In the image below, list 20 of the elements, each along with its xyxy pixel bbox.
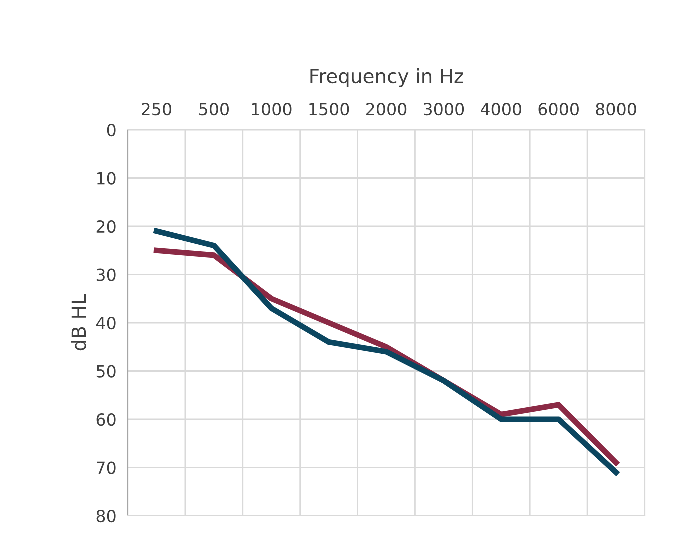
y-tick-label: 40 [96,316,116,330]
y-axis-title: dB HL [71,294,86,351]
x-tick-label: 4000 [480,103,522,116]
x-tick-label: 250 [142,103,172,116]
y-tick-label: 60 [96,413,116,426]
x-tick-label: 1000 [252,103,292,116]
y-tick-label: 30 [96,268,116,282]
x-tick-label: 6000 [538,103,579,116]
y-tick-label: 10 [98,172,116,185]
y-tick-label: 20 [96,220,116,234]
y-tick-label: 80 [96,510,116,523]
x-tick-label: 3000 [424,103,464,116]
x-tick-label: 2000 [366,103,407,116]
y-tick-label: 0 [107,124,116,137]
x-tick-label: 500 [200,103,229,116]
y-tick-label: 50 [96,365,116,378]
x-tick-label: 1500 [310,103,350,116]
x-tick-label: 8000 [596,103,636,116]
x-axis-title: Frequency in Hz [310,68,464,88]
y-tick-label: 70 [97,462,116,474]
